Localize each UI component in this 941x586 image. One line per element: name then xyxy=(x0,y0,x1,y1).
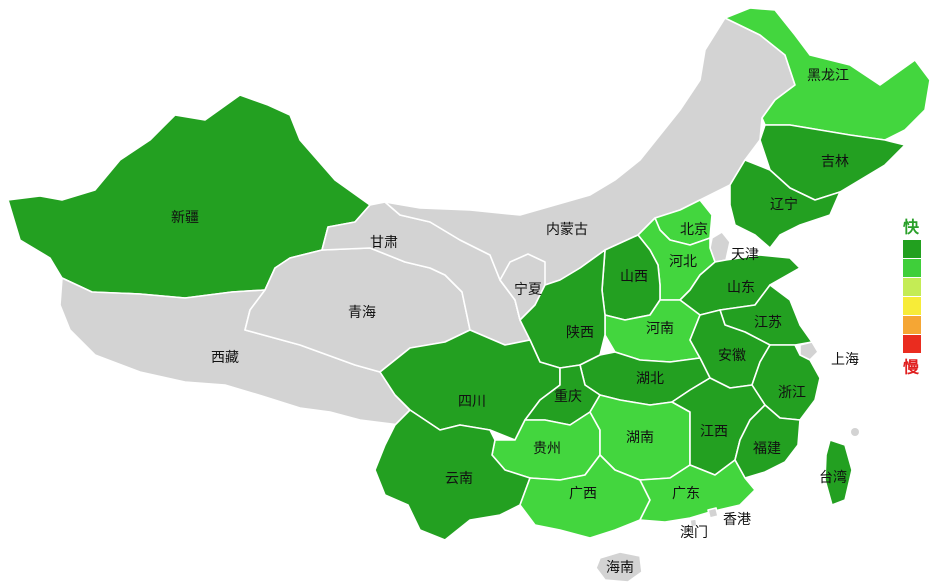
legend-swatch-1 xyxy=(903,240,921,258)
label-fujian: 福建 xyxy=(753,441,781,457)
label-aomen: 澳门 xyxy=(680,525,708,541)
label-shaanxi: 陕西 xyxy=(566,325,594,341)
label-hebei: 河北 xyxy=(669,254,697,270)
province-liaoning[interactable] xyxy=(729,159,841,249)
island-mark xyxy=(851,428,859,436)
label-xianggang: 香港 xyxy=(723,512,751,528)
province-yunnan[interactable] xyxy=(374,409,531,541)
province-zhejiang[interactable] xyxy=(751,344,821,421)
label-guangxi: 广西 xyxy=(569,486,597,502)
label-beijing: 北京 xyxy=(680,222,708,238)
label-hubei: 湖北 xyxy=(636,371,664,387)
label-shanxi: 山西 xyxy=(620,269,648,285)
label-jilin: 吉林 xyxy=(821,154,849,170)
label-jiangsu: 江苏 xyxy=(754,315,782,331)
legend-swatch-5 xyxy=(903,316,921,334)
label-shanghai: 上海 xyxy=(831,352,859,368)
label-shandong: 山东 xyxy=(727,280,755,296)
label-gansu: 甘肃 xyxy=(370,235,398,251)
label-sichuan: 四川 xyxy=(458,394,486,410)
label-neimenggu: 内蒙古 xyxy=(546,222,588,238)
label-yunnan: 云南 xyxy=(445,471,473,487)
label-jiangxi: 江西 xyxy=(700,424,728,440)
label-qinghai: 青海 xyxy=(348,305,376,321)
label-chongqing: 重庆 xyxy=(554,389,582,405)
label-xizang: 西藏 xyxy=(211,350,239,366)
province-hainan[interactable] xyxy=(595,551,643,583)
label-hunan: 湖南 xyxy=(626,430,654,446)
label-zhejiang: 浙江 xyxy=(778,385,806,401)
legend-swatch-2 xyxy=(903,259,921,277)
label-guizhou: 贵州 xyxy=(533,441,561,457)
label-xinjiang: 新疆 xyxy=(171,210,199,226)
province-aomen[interactable] xyxy=(689,518,698,528)
province-taiwan[interactable] xyxy=(824,439,853,506)
label-henan: 河南 xyxy=(646,321,674,337)
legend-slow-label: 慢 xyxy=(903,358,920,377)
label-taiwan: 台湾 xyxy=(819,469,847,486)
legend-swatch-6 xyxy=(903,335,921,353)
province-xianggang[interactable] xyxy=(707,507,719,519)
label-tianjin: 天津 xyxy=(731,247,759,263)
legend-swatch-4 xyxy=(903,297,921,315)
label-liaoning: 辽宁 xyxy=(770,196,798,213)
province-guangdong[interactable] xyxy=(639,459,756,523)
label-heilongjiang: 黑龙江 xyxy=(807,68,849,84)
speed-legend: 快 慢 xyxy=(903,218,921,377)
label-anhui: 安徽 xyxy=(718,348,746,364)
label-ningxia: 宁夏 xyxy=(514,281,542,298)
label-guangdong: 广东 xyxy=(672,486,700,502)
label-hainan: 海南 xyxy=(606,560,634,576)
province-fujian[interactable] xyxy=(734,404,801,479)
legend-fast-label: 快 xyxy=(903,218,920,237)
province-heilongjiang[interactable] xyxy=(724,7,931,141)
legend-swatch-3 xyxy=(903,278,921,296)
